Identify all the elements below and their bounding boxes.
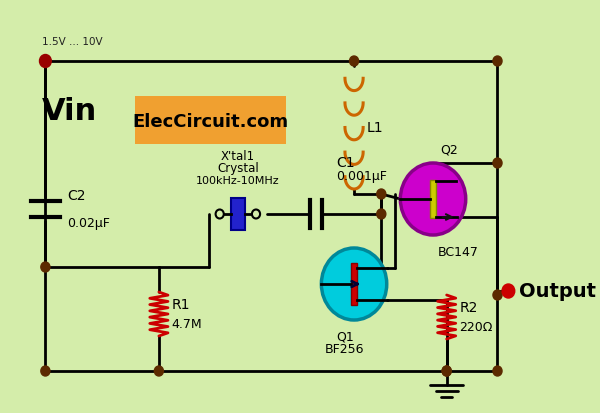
Circle shape <box>493 57 502 67</box>
Text: C1: C1 <box>336 156 355 170</box>
Text: 4.7M: 4.7M <box>172 318 202 331</box>
Circle shape <box>493 159 502 169</box>
Circle shape <box>377 190 386 199</box>
Circle shape <box>493 366 502 376</box>
Ellipse shape <box>400 164 466 235</box>
Circle shape <box>377 209 386 219</box>
Circle shape <box>41 262 50 272</box>
Text: Vin: Vin <box>42 97 97 126</box>
Text: BF256: BF256 <box>325 342 365 355</box>
Text: 0.02μF: 0.02μF <box>67 217 110 230</box>
FancyBboxPatch shape <box>135 97 286 145</box>
Circle shape <box>215 210 224 219</box>
Text: C2: C2 <box>67 189 86 202</box>
Text: R1: R1 <box>172 297 190 311</box>
Circle shape <box>442 366 451 376</box>
Circle shape <box>40 55 51 68</box>
Text: 100kHz-10MHz: 100kHz-10MHz <box>196 176 280 185</box>
Text: 220Ω: 220Ω <box>460 321 493 334</box>
FancyBboxPatch shape <box>230 199 245 230</box>
Circle shape <box>252 210 260 219</box>
Text: R2: R2 <box>460 300 478 314</box>
Circle shape <box>41 366 50 376</box>
FancyBboxPatch shape <box>351 263 357 305</box>
Circle shape <box>154 366 163 376</box>
FancyBboxPatch shape <box>430 180 436 218</box>
Circle shape <box>350 57 359 67</box>
Text: Output: Output <box>519 282 596 301</box>
Circle shape <box>502 284 515 298</box>
Text: Q2: Q2 <box>440 143 458 156</box>
Circle shape <box>442 366 451 376</box>
Text: 1.5V ... 10V: 1.5V ... 10V <box>42 37 103 47</box>
Text: ElecCircuit.com: ElecCircuit.com <box>133 113 289 131</box>
Text: Crystal: Crystal <box>217 162 259 175</box>
Text: X'tal1: X'tal1 <box>221 150 255 163</box>
Text: Q1: Q1 <box>336 330 354 343</box>
Text: 0.001μF: 0.001μF <box>336 170 387 183</box>
Text: BC147: BC147 <box>437 245 478 259</box>
Circle shape <box>41 57 50 67</box>
Text: L1: L1 <box>367 121 383 135</box>
Circle shape <box>493 290 502 300</box>
Ellipse shape <box>322 248 387 320</box>
